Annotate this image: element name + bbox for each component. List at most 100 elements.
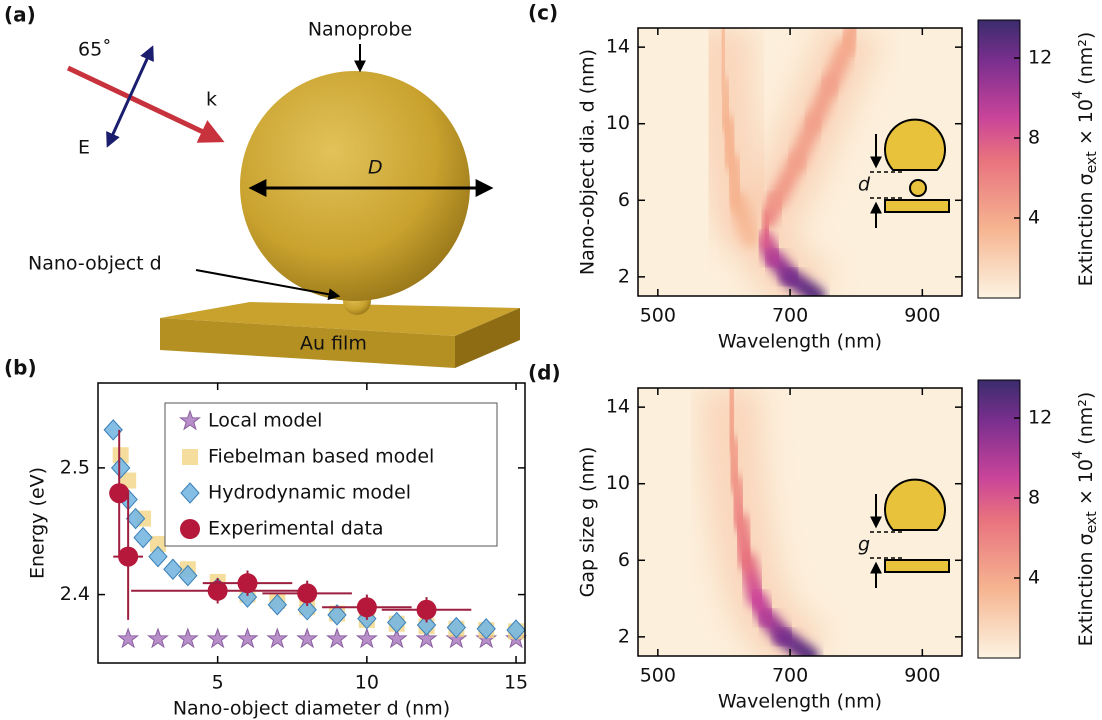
x-tick-label: 15: [504, 672, 528, 694]
e-arrow: [106, 45, 154, 148]
diamond-marker: [163, 558, 183, 580]
inset-probe: [884, 118, 946, 171]
circle-marker: [180, 519, 200, 539]
legend-label: Local model: [208, 410, 322, 432]
axes-frame: [97, 382, 526, 664]
panel-label: (a): [4, 3, 36, 27]
star-marker: [179, 409, 201, 431]
probe-label: Nanoprobe: [308, 19, 412, 41]
diamond-marker: [506, 619, 526, 641]
panel-a: (a) 65˚ k E Au film Nanoprobe D Nano-obj…: [4, 3, 520, 368]
circle-marker: [118, 546, 139, 567]
diamond-marker: [237, 586, 258, 608]
star-marker: [266, 627, 289, 649]
colorbar-label-part: ext: [1084, 511, 1100, 534]
diamond-marker: [178, 564, 198, 587]
star-marker: [326, 627, 348, 649]
diamond-marker: [446, 616, 467, 639]
colorbar-label: Extinction σext × 104 (nm²): [1071, 392, 1101, 647]
film-side: [455, 308, 520, 368]
colorbar-tick-label: 4: [1028, 207, 1040, 229]
star-marker: [236, 627, 259, 649]
panel-label: (c): [528, 1, 558, 25]
y-axis-label: Gap size g (nm): [577, 447, 599, 598]
nanoprobe: [240, 71, 470, 301]
square-marker: [182, 449, 198, 465]
colorbar-label-part: (nm²): [1075, 392, 1097, 451]
y-tick-label: 2: [618, 625, 630, 647]
circle-marker: [297, 583, 318, 604]
inset-object: [909, 179, 927, 197]
colorbar-tick-label: 8: [1028, 127, 1040, 149]
square-marker: [149, 535, 166, 552]
diamond-marker: [327, 604, 347, 626]
x-tick-label: 700: [772, 305, 808, 327]
colorbar-label-part: 4: [1071, 91, 1086, 99]
x-tick-label: 500: [640, 305, 676, 327]
x-tick-label: 700: [772, 665, 808, 687]
ridge-segment: [721, 388, 742, 455]
angle-label: 65˚: [78, 39, 112, 61]
colorbar-label-part: Extinction σ: [1075, 173, 1097, 286]
x-tick-label: 5: [212, 672, 224, 694]
panel-label: (b): [4, 356, 37, 380]
star-marker: [296, 627, 319, 649]
star-marker: [176, 627, 199, 649]
x-axis-label: Wavelength (nm): [718, 331, 882, 353]
inset-label: g: [858, 534, 870, 556]
y-tick-label: 2.5: [60, 456, 90, 478]
colorbar-label: Extinction σext × 104 (nm²): [1071, 32, 1101, 287]
film-label: Au film: [300, 333, 367, 355]
x-tick-label: 900: [904, 665, 940, 687]
star-marker: [355, 627, 378, 649]
star-marker: [415, 627, 438, 649]
diamond-marker: [148, 545, 168, 568]
y-tick-label: 6: [618, 549, 630, 571]
colorbar: [977, 379, 1021, 659]
axes-frame: [637, 387, 963, 657]
colorbar-label-part: Extinction σ: [1075, 533, 1097, 646]
x-tick-label: 900: [904, 305, 940, 327]
film-front: [160, 318, 455, 368]
y-axis-label: Nano-object dia. d (nm): [577, 49, 599, 275]
y-tick-label: 6: [618, 189, 630, 211]
colorbar-tick-label: 4: [1028, 567, 1040, 589]
e-label: E: [78, 137, 90, 159]
circle-marker: [207, 580, 228, 601]
star-marker: [385, 627, 408, 649]
panel-label: (d): [528, 361, 561, 385]
heatmap: [638, 28, 962, 296]
diamond-marker: [111, 457, 131, 479]
ridge-segment: [837, 28, 862, 57]
diamond-marker: [133, 526, 153, 549]
colorbar-label-part: 4: [1071, 451, 1086, 459]
inset-probe: [884, 478, 946, 531]
x-tick-label: 500: [640, 665, 676, 687]
k-label: k: [206, 89, 217, 111]
square-marker: [112, 447, 129, 464]
diamond-marker: [103, 419, 123, 441]
k-arrow: [66, 65, 225, 143]
circle-marker: [356, 597, 377, 618]
inset-film: [884, 199, 950, 213]
colorbar-tick-label: 12: [1028, 47, 1052, 69]
circle-marker: [416, 599, 437, 620]
diamond-marker: [416, 614, 437, 636]
inset-label: d: [858, 174, 871, 196]
colorbar-label-part: × 10: [1075, 99, 1097, 151]
diamond-marker: [297, 599, 317, 621]
object-arrow: [195, 269, 341, 301]
circle-marker: [109, 483, 130, 504]
legend-label: Experimental data: [208, 518, 384, 540]
star-marker: [117, 627, 140, 649]
film-top: [160, 302, 520, 336]
y-tick-label: 14: [606, 396, 630, 418]
star-marker: [206, 627, 229, 649]
circle-marker: [237, 573, 258, 594]
legend-box: [164, 402, 498, 547]
colorbar-label-part: × 10: [1075, 459, 1097, 511]
diamond-marker: [387, 611, 407, 634]
y-tick-label: 2.4: [60, 583, 90, 605]
